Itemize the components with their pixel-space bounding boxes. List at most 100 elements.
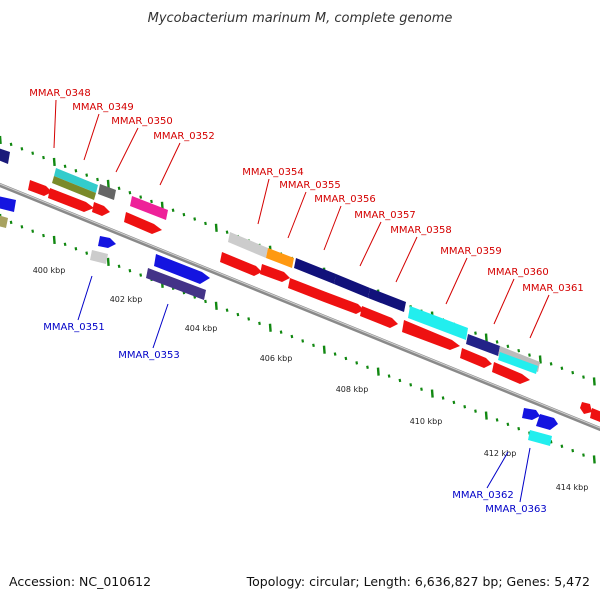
feature-0355[interactable]: [266, 248, 294, 268]
gene-leader-line: [486, 451, 509, 489]
minor-tick: [20, 147, 24, 151]
feature-right-red-2[interactable]: [590, 408, 600, 422]
gene-leader-line: [323, 205, 342, 251]
feature-red-12[interactable]: [492, 362, 530, 384]
minor-tick: [312, 343, 315, 348]
major-tick: [430, 389, 434, 398]
feature-0353-blue[interactable]: [154, 254, 210, 284]
gene-leader-line: [53, 99, 57, 149]
gene-label[interactable]: MMAR_0353: [118, 350, 180, 361]
genome-backbone: [0, 182, 600, 432]
feature-red-2[interactable]: [48, 188, 94, 212]
gene-label[interactable]: MMAR_0361: [522, 283, 584, 294]
feature-0351-blue[interactable]: [98, 236, 116, 248]
feature-0361-cyan[interactable]: [498, 352, 538, 374]
feature-0352[interactable]: [130, 196, 168, 220]
gene-label[interactable]: MMAR_0360: [487, 267, 549, 278]
feature-0351[interactable]: [90, 250, 108, 264]
feature-left-navy[interactable]: [0, 148, 10, 164]
kbp-label: 406 kbp: [260, 354, 293, 363]
feature-0362[interactable]: [522, 408, 540, 420]
feature-0357[interactable]: [334, 274, 370, 298]
gene-label[interactable]: MMAR_0349: [72, 102, 134, 113]
feature-0348[interactable]: [54, 168, 98, 193]
minor-tick: [182, 212, 186, 217]
minor-tick: [495, 340, 499, 344]
kbp-label: 400 kbp: [33, 266, 66, 275]
feature-red-9[interactable]: [360, 306, 398, 328]
feature-red-10[interactable]: [402, 320, 460, 350]
feature-0353[interactable]: [146, 268, 206, 300]
minor-tick: [344, 356, 348, 361]
feature-0362-b[interactable]: [536, 414, 558, 430]
lower-tick-row: [0, 213, 596, 464]
feature-0363[interactable]: [528, 430, 552, 446]
gene-label[interactable]: MMAR_0359: [440, 246, 502, 257]
minor-tick: [63, 242, 67, 247]
minor-tick: [571, 370, 575, 375]
feature-0360[interactable]: [466, 334, 500, 356]
feature-red-8[interactable]: [324, 292, 364, 314]
gene-label[interactable]: MMAR_0362: [452, 490, 514, 501]
minor-tick: [42, 233, 45, 238]
gene-label[interactable]: MMAR_0351: [43, 322, 105, 333]
minor-tick: [571, 448, 575, 453]
gene-leader-line: [287, 191, 307, 239]
feature-right-red-1[interactable]: [580, 402, 592, 414]
features: [0, 148, 600, 446]
feature-0358[interactable]: [368, 288, 406, 312]
minor-tick: [366, 365, 369, 369]
feature-red-5[interactable]: [220, 252, 262, 276]
minor-tick: [549, 362, 553, 366]
minor-tick: [74, 247, 78, 251]
minor-tick: [355, 361, 359, 365]
gene-leader-line: [77, 275, 93, 321]
minor-tick: [387, 374, 391, 378]
major-tick: [106, 179, 110, 188]
minor-tick: [474, 331, 477, 335]
major-tick: [268, 323, 272, 332]
minor-tick: [204, 299, 207, 304]
gene-label[interactable]: MMAR_0355: [279, 180, 341, 191]
gene-leader-line: [519, 447, 531, 503]
minor-tick: [171, 208, 175, 212]
kbp-label: 402 kbp: [110, 295, 143, 304]
lower-gene-labels: MMAR_0351 MMAR_0353 MMAR_0362 MMAR_0363: [43, 275, 547, 515]
gene-label[interactable]: MMAR_0350: [111, 116, 173, 127]
feature-red-7[interactable]: [288, 278, 332, 302]
feature-0356[interactable]: [294, 258, 336, 284]
minor-tick: [560, 366, 564, 370]
kbp-label: 414 kbp: [556, 483, 589, 492]
gene-label[interactable]: MMAR_0357: [354, 210, 416, 221]
minor-tick: [117, 186, 121, 191]
minor-tick: [193, 217, 197, 221]
feature-red-1[interactable]: [28, 180, 52, 196]
feature-0354[interactable]: [228, 232, 268, 258]
feature-red-4[interactable]: [124, 212, 162, 234]
feature-0350[interactable]: [98, 184, 116, 200]
gene-label[interactable]: MMAR_0356: [314, 194, 376, 205]
kbp-label: 408 kbp: [336, 385, 369, 394]
feature-red-6[interactable]: [260, 264, 290, 282]
feature-left-olive[interactable]: [0, 215, 8, 228]
minor-tick: [74, 169, 78, 173]
major-tick: [538, 355, 542, 364]
feature-0359[interactable]: [408, 306, 468, 340]
feature-0348-olive[interactable]: [52, 176, 96, 200]
minor-tick: [225, 230, 229, 234]
minor-tick: [517, 426, 521, 431]
feature-red-3[interactable]: [92, 202, 110, 216]
gene-label[interactable]: MMAR_0348: [29, 88, 91, 99]
minor-tick: [506, 422, 510, 427]
feature-red-11[interactable]: [460, 348, 492, 368]
minor-tick: [128, 268, 132, 273]
minor-tick: [31, 151, 35, 155]
minor-tick: [85, 251, 89, 255]
gene-label[interactable]: MMAR_0363: [485, 504, 547, 515]
gene-leader-line: [445, 257, 468, 305]
gene-label[interactable]: MMAR_0352: [153, 131, 215, 142]
gene-label[interactable]: MMAR_0354: [242, 167, 304, 178]
kbp-label: 412 kbp: [484, 449, 517, 458]
feature-left-blue[interactable]: [0, 196, 16, 212]
gene-label[interactable]: MMAR_0358: [390, 225, 452, 236]
